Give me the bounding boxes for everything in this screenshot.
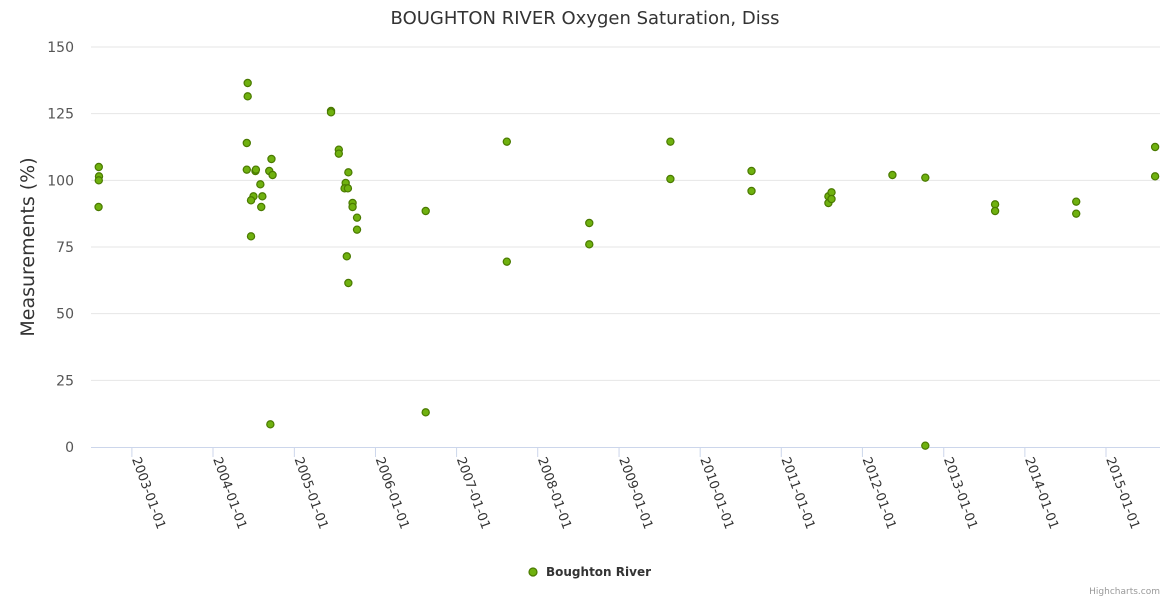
x-tick-label: 2014-01-01 [1021,455,1061,531]
data-point[interactable] [1150,142,1160,152]
y-axis-ticks: 0 25 50 75 100 125 150 [47,40,74,456]
x-tick-label: 2011-01-01 [778,455,818,531]
y-tick-label: 50 [56,307,74,323]
data-point[interactable] [990,206,1000,216]
x-tick-label: 2013-01-01 [940,455,980,531]
x-tick-label: 2009-01-01 [615,455,655,531]
data-point[interactable] [242,165,251,174]
data-point[interactable] [258,192,267,201]
y-tick-label: 125 [47,107,74,123]
x-axis-ticks: 2003-01-01 2004-01-01 2005-01-01 2006-01-01… [128,447,1142,531]
x-tick-label: 2015-01-01 [1102,455,1142,531]
data-point[interactable] [666,174,675,184]
data-point[interactable] [246,196,256,205]
legend[interactable]: Boughton River [528,565,651,579]
data-point[interactable] [747,186,756,196]
data-point[interactable] [1072,197,1081,206]
data-point[interactable] [243,92,252,101]
data-point[interactable] [1072,209,1081,218]
y-tick-label: 100 [47,173,74,189]
x-tick-label: 2007-01-01 [453,455,493,531]
data-point[interactable] [921,173,930,182]
data-point[interactable] [257,202,266,212]
y-tick-label: 25 [56,373,74,389]
data-point[interactable] [242,138,251,148]
data-point[interactable] [421,408,430,417]
data-point[interactable] [94,176,103,185]
data-point[interactable] [344,168,353,177]
gridlines [91,46,1160,381]
x-tick-label: 2006-01-01 [372,455,412,531]
data-point[interactable] [268,170,277,180]
legend-marker[interactable] [528,567,538,577]
data-point[interactable] [343,184,353,193]
data-point[interactable] [502,137,512,146]
data-point[interactable] [344,278,353,288]
data-point[interactable] [94,162,103,172]
data-point[interactable] [251,165,261,174]
data-point[interactable] [827,194,836,204]
data-point[interactable] [246,232,256,241]
y-tick-label: 0 [65,440,74,456]
data-point[interactable] [502,257,512,266]
chart-title: BOUGHTON RIVER Oxygen Saturation, Diss [391,8,780,29]
data-point[interactable] [747,166,756,176]
y-axis-label: Measurements (%) [17,157,39,336]
data-point[interactable] [267,154,276,164]
data-point[interactable] [585,218,594,228]
y-tick-label: 75 [56,240,74,256]
data-point[interactable] [352,225,362,234]
credits-link[interactable]: Highcharts.com [1089,587,1160,597]
data-point[interactable] [666,137,675,146]
data-point[interactable] [94,202,103,212]
data-point[interactable] [266,420,275,429]
data-point[interactable] [342,252,352,261]
data-point[interactable] [585,240,594,249]
y-tick-label: 150 [47,40,74,56]
data-point[interactable] [334,149,344,158]
data-point[interactable] [348,202,357,212]
data-point[interactable] [1150,172,1160,181]
data-point[interactable] [421,206,430,216]
data-point[interactable] [921,441,930,450]
scatter-series[interactable] [94,78,1160,450]
legend-item-boughton-river[interactable]: Boughton River [546,565,651,579]
data-point[interactable] [352,213,362,222]
x-tick-label: 2005-01-01 [291,455,331,531]
x-tick-label: 2004-01-01 [209,455,249,531]
x-tick-label: 2003-01-01 [128,455,168,531]
data-point[interactable] [326,108,336,117]
data-point[interactable] [256,180,265,189]
x-tick-label: 2012-01-01 [859,455,899,531]
x-tick-label: 2008-01-01 [534,455,574,531]
data-point[interactable] [243,78,252,88]
x-tick-label: 2010-01-01 [696,455,736,531]
data-point[interactable] [888,170,897,180]
